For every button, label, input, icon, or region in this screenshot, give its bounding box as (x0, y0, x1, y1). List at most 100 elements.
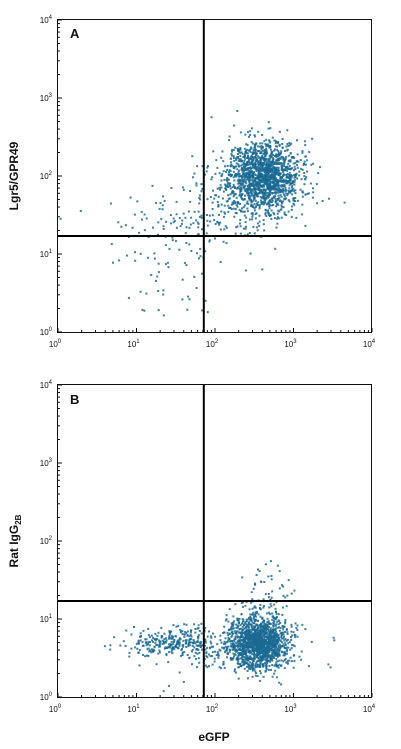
event-point (227, 639, 230, 642)
event-point (243, 147, 246, 150)
event-point (178, 671, 181, 674)
event-point (292, 197, 295, 200)
event-point (258, 189, 261, 192)
event-point (232, 202, 235, 205)
event-point (195, 182, 198, 185)
event-point (268, 633, 271, 636)
event-point (266, 637, 269, 640)
event-point (248, 167, 251, 170)
event-point (257, 167, 260, 170)
event-point (251, 613, 254, 616)
event-point (266, 662, 269, 665)
event-point (226, 200, 229, 202)
event-point (245, 634, 248, 637)
event-point (280, 162, 283, 165)
event-point (234, 648, 237, 651)
event-point (244, 637, 247, 639)
event-point (300, 658, 303, 661)
event-point (279, 199, 282, 202)
event-point (241, 635, 244, 638)
event-point (213, 197, 216, 200)
event-point (264, 143, 267, 146)
event-point (271, 197, 274, 200)
event-point (269, 627, 272, 630)
event-point (286, 648, 288, 651)
event-point (230, 631, 233, 634)
event-point (183, 633, 186, 636)
event-point (258, 651, 261, 654)
event-point (236, 617, 239, 620)
event-point (246, 646, 249, 649)
event-point (268, 145, 271, 148)
event-point (159, 645, 161, 648)
event-point (272, 161, 275, 164)
event-point (250, 664, 253, 667)
event-point (245, 168, 248, 171)
event-point (232, 621, 235, 624)
event-point (252, 635, 255, 638)
event-point (240, 167, 243, 170)
event-point (261, 161, 264, 164)
event-point (286, 652, 289, 655)
event-point (265, 215, 268, 217)
event-point (260, 645, 263, 648)
event-point (303, 172, 306, 174)
event-point (256, 195, 259, 198)
event-point (273, 616, 276, 619)
event-point (256, 229, 259, 232)
event-point (301, 150, 304, 153)
event-point (267, 212, 270, 215)
event-point (196, 627, 199, 630)
event-point (124, 224, 127, 227)
event-point (260, 179, 263, 182)
event-point (255, 205, 258, 208)
event-point (177, 624, 180, 627)
event-point (243, 173, 246, 176)
event-point (228, 632, 231, 635)
event-point (287, 176, 290, 179)
event-point (263, 163, 266, 166)
event-point (292, 644, 295, 647)
event-point (248, 160, 250, 163)
event-point (234, 641, 237, 644)
event-point (268, 154, 271, 157)
event-point (262, 197, 265, 200)
event-point (257, 165, 260, 168)
event-point (162, 225, 165, 228)
event-point (194, 651, 197, 654)
event-point (247, 202, 250, 205)
event-point (190, 650, 193, 653)
event-point (261, 179, 264, 182)
event-point (236, 657, 239, 660)
event-point (249, 167, 252, 170)
event-point (269, 214, 272, 217)
event-point (246, 210, 249, 213)
event-point (244, 133, 247, 136)
event-point (251, 657, 254, 660)
event-point (269, 631, 272, 633)
event-point (186, 634, 189, 636)
event-point (274, 173, 276, 176)
event-point (253, 171, 255, 174)
event-point (197, 637, 200, 640)
event-point (240, 643, 243, 646)
event-point (277, 186, 280, 189)
event-point (198, 257, 200, 260)
event-point (183, 635, 186, 638)
event-point (294, 192, 297, 195)
event-point (275, 154, 278, 157)
event-point (167, 661, 170, 663)
event-point (271, 654, 274, 657)
event-point (277, 664, 279, 667)
event-point (277, 645, 280, 647)
event-point (303, 140, 306, 143)
x-tick-label: 104 (363, 339, 376, 349)
event-point (304, 628, 307, 631)
event-point (267, 575, 270, 578)
event-point (276, 653, 279, 656)
event-point (277, 651, 280, 654)
event-point (291, 184, 294, 187)
event-point (259, 629, 262, 632)
event-point (237, 639, 240, 642)
event-point (245, 659, 248, 662)
